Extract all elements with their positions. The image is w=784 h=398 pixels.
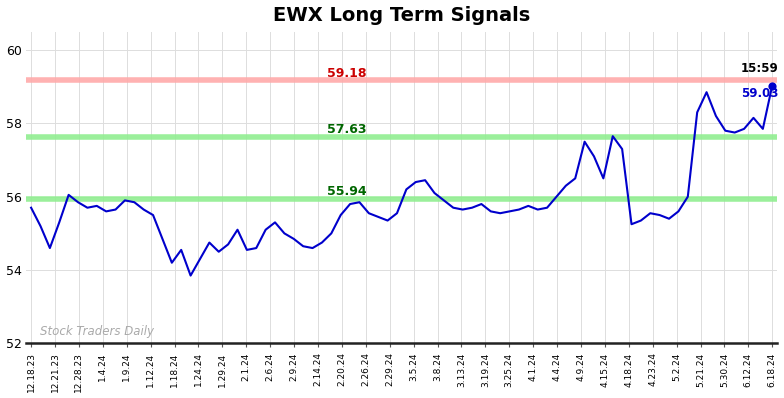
Text: 15:59: 15:59	[741, 62, 779, 75]
Text: Stock Traders Daily: Stock Traders Daily	[41, 325, 154, 338]
Text: 59.03: 59.03	[742, 88, 779, 100]
Text: 59.18: 59.18	[327, 67, 366, 80]
Text: 55.94: 55.94	[326, 185, 366, 198]
Point	[766, 82, 779, 89]
Title: EWX Long Term Signals: EWX Long Term Signals	[273, 6, 530, 25]
Text: 57.63: 57.63	[327, 123, 366, 136]
